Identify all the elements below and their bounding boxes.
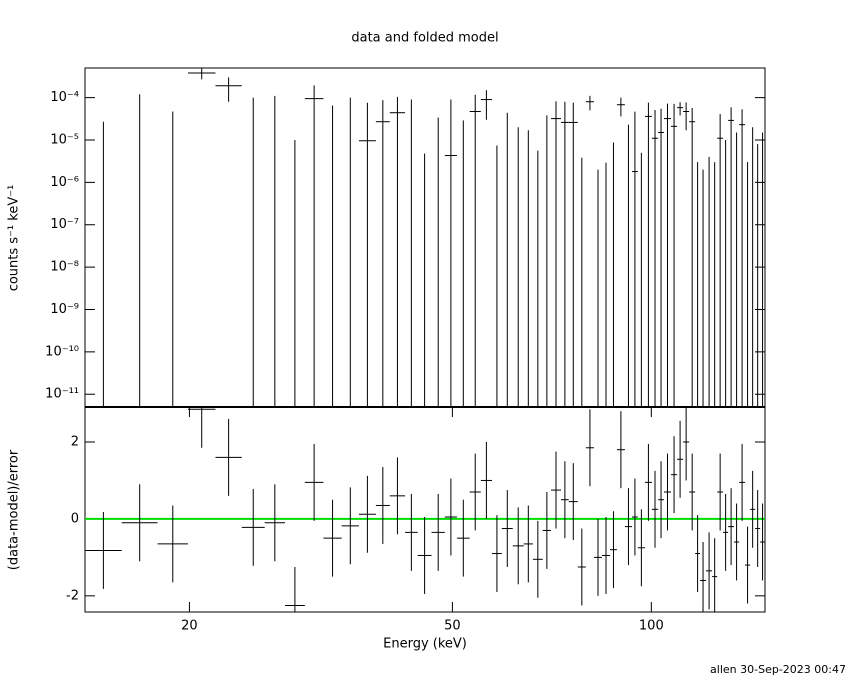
y-tick-label: -2 bbox=[66, 588, 79, 603]
chart-title: data and folded model bbox=[351, 31, 498, 46]
footer: allen 30-Sep-2023 00:47 bbox=[710, 663, 846, 676]
y-tick-label: 2 bbox=[71, 435, 79, 450]
x-axis-label: Energy (keV) bbox=[383, 637, 467, 652]
y-tick-label: 10⁻⁷ bbox=[50, 217, 79, 232]
frame bbox=[84, 67, 766, 613]
y-tick-label: 10⁻⁸ bbox=[50, 260, 79, 275]
y-tick-label: 10⁻⁶ bbox=[50, 175, 79, 190]
y-axis-label: counts s⁻¹ keV⁻¹ bbox=[7, 185, 22, 292]
y-tick-label: 10⁻⁵ bbox=[50, 132, 79, 147]
plot-area bbox=[102, 68, 764, 407]
y-tick-label: 10⁻¹¹ bbox=[45, 387, 79, 402]
x-tick-label: 100 bbox=[639, 619, 664, 634]
y-axis-label: (data-model)/error bbox=[7, 449, 22, 570]
y-tick-label: 10⁻⁹ bbox=[50, 302, 79, 317]
x-tick-label: 50 bbox=[444, 619, 461, 634]
x-tick-label: 20 bbox=[181, 619, 198, 634]
y-tick-label: 10⁻¹⁰ bbox=[45, 344, 79, 359]
y-tick-label: 0 bbox=[71, 511, 79, 526]
plot-area bbox=[85, 407, 765, 612]
y-tick-label: 10⁻⁴ bbox=[50, 90, 79, 105]
